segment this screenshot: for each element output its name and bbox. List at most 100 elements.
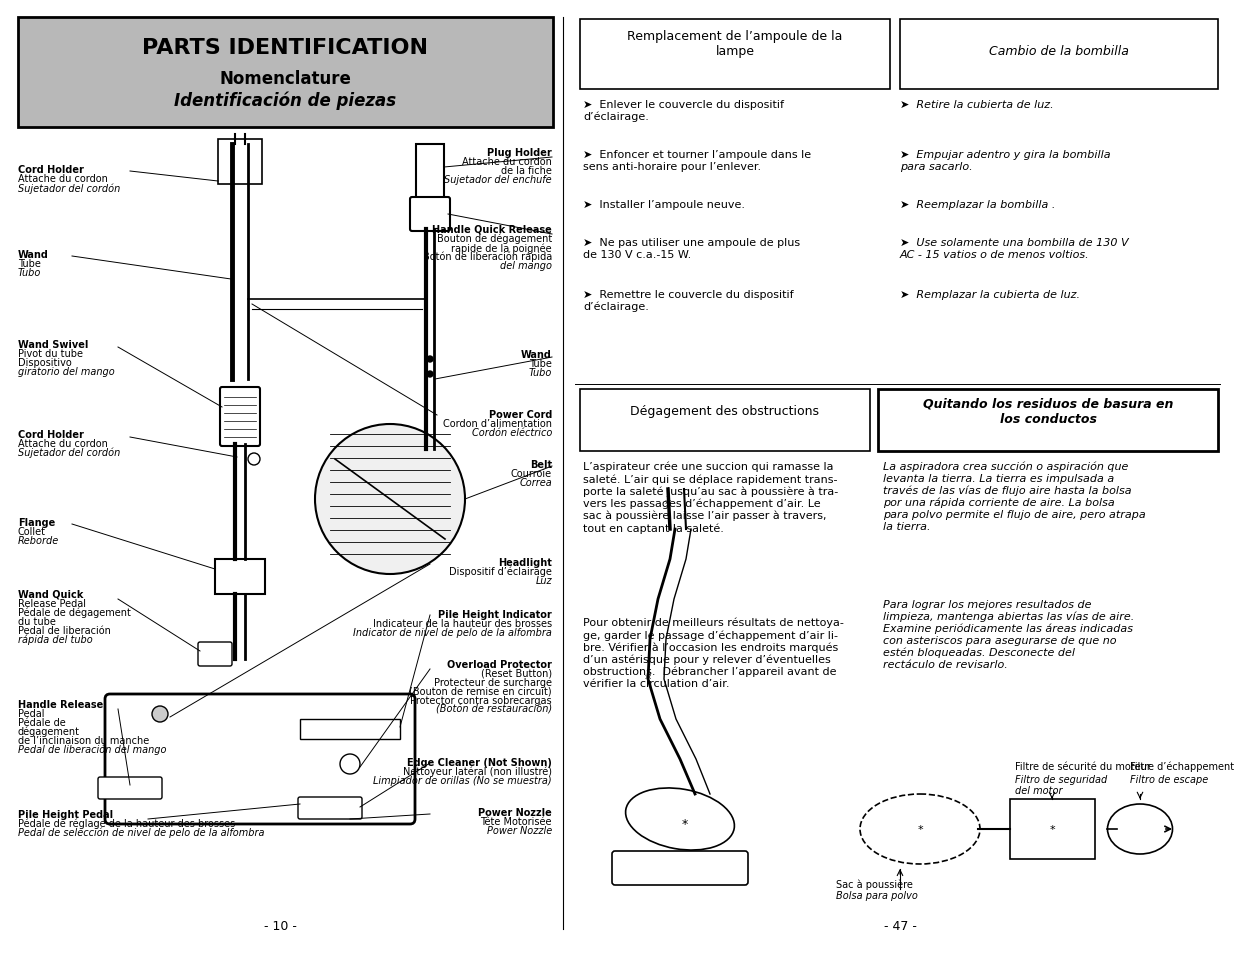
Text: Belt: Belt: [530, 459, 552, 470]
Text: Para lograr los mejores resultados de
limpieza, mantenga abiertas las vías de ai: Para lograr los mejores resultados de li…: [883, 599, 1134, 669]
Text: Tubo: Tubo: [19, 268, 42, 277]
Text: Bouton de dégagement: Bouton de dégagement: [437, 233, 552, 244]
Text: Collet: Collet: [19, 526, 46, 537]
Text: Remplacement de l’ampoule de la
lampe: Remplacement de l’ampoule de la lampe: [627, 30, 842, 58]
FancyBboxPatch shape: [416, 145, 445, 205]
Text: Filtro de escape: Filtro de escape: [1130, 774, 1208, 784]
Text: Cambio de la bombilla: Cambio de la bombilla: [989, 45, 1129, 58]
Text: Wand: Wand: [521, 350, 552, 359]
Text: Filtre d’échappement: Filtre d’échappement: [1130, 761, 1234, 772]
Text: (Bouton de remise en circuit): (Bouton de remise en circuit): [409, 686, 552, 697]
Text: Pedal de liberación del mango: Pedal de liberación del mango: [19, 744, 167, 755]
Text: Pour obtenir de meilleurs résultats de nettoya-
ge, garder le passage d’échappem: Pour obtenir de meilleurs résultats de n…: [583, 618, 844, 688]
Text: *: *: [1050, 824, 1055, 834]
Text: L’aspirateur crée une succion qui ramasse la
saleté. L’air qui se déplace rapide: L’aspirateur crée une succion qui ramass…: [583, 461, 839, 533]
Text: Pédale de réglage de la hauteur des brosses: Pédale de réglage de la hauteur des bros…: [19, 818, 235, 828]
Text: Identificación de piezas: Identificación de piezas: [174, 91, 396, 111]
Text: rápida del tubo: rápida del tubo: [19, 635, 93, 645]
Text: Cordon d’alimentation: Cordon d’alimentation: [443, 418, 552, 429]
Text: PARTS IDENTIFICATION: PARTS IDENTIFICATION: [142, 38, 429, 58]
Text: Cordón eléctrico: Cordón eléctrico: [472, 428, 552, 437]
Text: Attache du cordon: Attache du cordon: [19, 173, 107, 184]
Text: Wand Swivel: Wand Swivel: [19, 339, 89, 350]
Circle shape: [340, 754, 359, 774]
FancyBboxPatch shape: [219, 140, 262, 185]
Text: Power Nozzle: Power Nozzle: [487, 825, 552, 835]
Text: Filtre de sécurité du moteur: Filtre de sécurité du moteur: [1015, 761, 1151, 771]
Text: Pedal: Pedal: [19, 708, 44, 719]
Text: (Botón de restauración): (Botón de restauración): [436, 704, 552, 714]
Text: de la fiche: de la fiche: [501, 166, 552, 175]
Text: Pedal de liberación: Pedal de liberación: [19, 625, 111, 636]
FancyBboxPatch shape: [410, 198, 450, 232]
Text: giratorio del mango: giratorio del mango: [19, 367, 115, 376]
Text: rapide de la poignée: rapide de la poignée: [451, 243, 552, 253]
Text: ➤  Enlever le couvercle du dispositif
d’éclairage.: ➤ Enlever le couvercle du dispositif d’é…: [583, 100, 784, 122]
FancyBboxPatch shape: [580, 390, 869, 452]
FancyBboxPatch shape: [878, 390, 1218, 452]
Text: ➤  Remplazar la cubierta de luz.: ➤ Remplazar la cubierta de luz.: [900, 290, 1079, 299]
Text: Pédale de dégagement: Pédale de dégagement: [19, 607, 131, 618]
Text: - 47 -: - 47 -: [883, 919, 916, 932]
Text: Sac à poussière: Sac à poussière: [836, 879, 913, 889]
Text: dégagement: dégagement: [19, 726, 80, 737]
Text: Nomenclature: Nomenclature: [220, 70, 352, 88]
Text: Sujetador del cordón: Sujetador del cordón: [19, 448, 120, 458]
Text: *: *: [645, 673, 651, 686]
Text: ➤  Empujar adentro y gira la bombilla
para sacarlo.: ➤ Empujar adentro y gira la bombilla par…: [900, 150, 1110, 172]
Text: Courroie: Courroie: [511, 469, 552, 478]
Circle shape: [248, 454, 261, 465]
Text: Dispositif d’éclairage: Dispositif d’éclairage: [450, 566, 552, 577]
FancyBboxPatch shape: [300, 720, 400, 740]
FancyBboxPatch shape: [19, 18, 553, 128]
Text: Limpiador de orillas (No se muestra): Limpiador de orillas (No se muestra): [373, 775, 552, 785]
Text: Pédale de: Pédale de: [19, 718, 65, 727]
Text: *: *: [682, 818, 688, 831]
Text: du tube: du tube: [19, 617, 56, 626]
Text: Release Pedal: Release Pedal: [19, 598, 86, 608]
Text: *: *: [664, 498, 671, 511]
Text: Pile Height Pedal: Pile Height Pedal: [19, 809, 114, 820]
Text: Tête Motorisée: Tête Motorisée: [480, 816, 552, 826]
Text: Bolsa para polvo: Bolsa para polvo: [836, 890, 918, 900]
Text: Edge Cleaner (Not Shown): Edge Cleaner (Not Shown): [408, 758, 552, 767]
Text: Tube: Tube: [19, 258, 41, 269]
Text: Sujetador del cordón: Sujetador del cordón: [19, 183, 120, 193]
FancyBboxPatch shape: [613, 851, 748, 885]
Text: Tubo: Tubo: [529, 368, 552, 377]
Text: (Reset Button): (Reset Button): [480, 668, 552, 679]
Text: Quitando los residuos de basura en
los conductos: Quitando los residuos de basura en los c…: [923, 397, 1173, 426]
Text: Overload Protector: Overload Protector: [447, 659, 552, 669]
Circle shape: [152, 706, 168, 722]
Text: Plug Holder: Plug Holder: [488, 148, 552, 158]
Text: Nettoyeur latéral (non illustré): Nettoyeur latéral (non illustré): [403, 766, 552, 777]
Text: Handle Quick Release: Handle Quick Release: [432, 225, 552, 234]
Text: Dispositivo: Dispositivo: [19, 357, 72, 368]
Text: Handle Release: Handle Release: [19, 700, 104, 709]
Text: de l’inclinaison du manche: de l’inclinaison du manche: [19, 735, 149, 745]
Text: Attache du cordon: Attache du cordon: [19, 438, 107, 449]
Text: Filtro de seguridad: Filtro de seguridad: [1015, 774, 1108, 784]
FancyBboxPatch shape: [900, 20, 1218, 90]
Circle shape: [315, 424, 466, 575]
Text: - 10 -: - 10 -: [263, 919, 296, 932]
Text: Protecteur de surcharge: Protecteur de surcharge: [433, 678, 552, 687]
Text: Pedal de selección de nivel de pelo de la alfombra: Pedal de selección de nivel de pelo de l…: [19, 827, 264, 838]
Text: *: *: [918, 824, 923, 834]
Text: del motor: del motor: [1015, 785, 1062, 795]
Circle shape: [427, 356, 433, 363]
FancyBboxPatch shape: [298, 797, 362, 820]
Text: del mango: del mango: [500, 261, 552, 271]
Text: Correa: Correa: [519, 477, 552, 488]
Text: Power Nozzle: Power Nozzle: [478, 807, 552, 817]
Text: Botón de liberación rápida: Botón de liberación rápida: [422, 252, 552, 262]
Text: Reborde: Reborde: [19, 536, 59, 545]
Text: Wand: Wand: [19, 250, 49, 260]
Text: ➤  Retire la cubierta de luz.: ➤ Retire la cubierta de luz.: [900, 100, 1053, 110]
Text: ➤  Enfoncer et tourner l’ampoule dans le
sens anti-horaire pour l’enlever.: ➤ Enfoncer et tourner l’ampoule dans le …: [583, 150, 811, 172]
Text: Indicateur de la hauteur des brosses: Indicateur de la hauteur des brosses: [373, 618, 552, 628]
Text: ➤  Reemplazar la bombilla .: ➤ Reemplazar la bombilla .: [900, 200, 1056, 210]
Ellipse shape: [860, 794, 981, 864]
Text: Luz: Luz: [536, 576, 552, 585]
FancyBboxPatch shape: [98, 778, 162, 800]
